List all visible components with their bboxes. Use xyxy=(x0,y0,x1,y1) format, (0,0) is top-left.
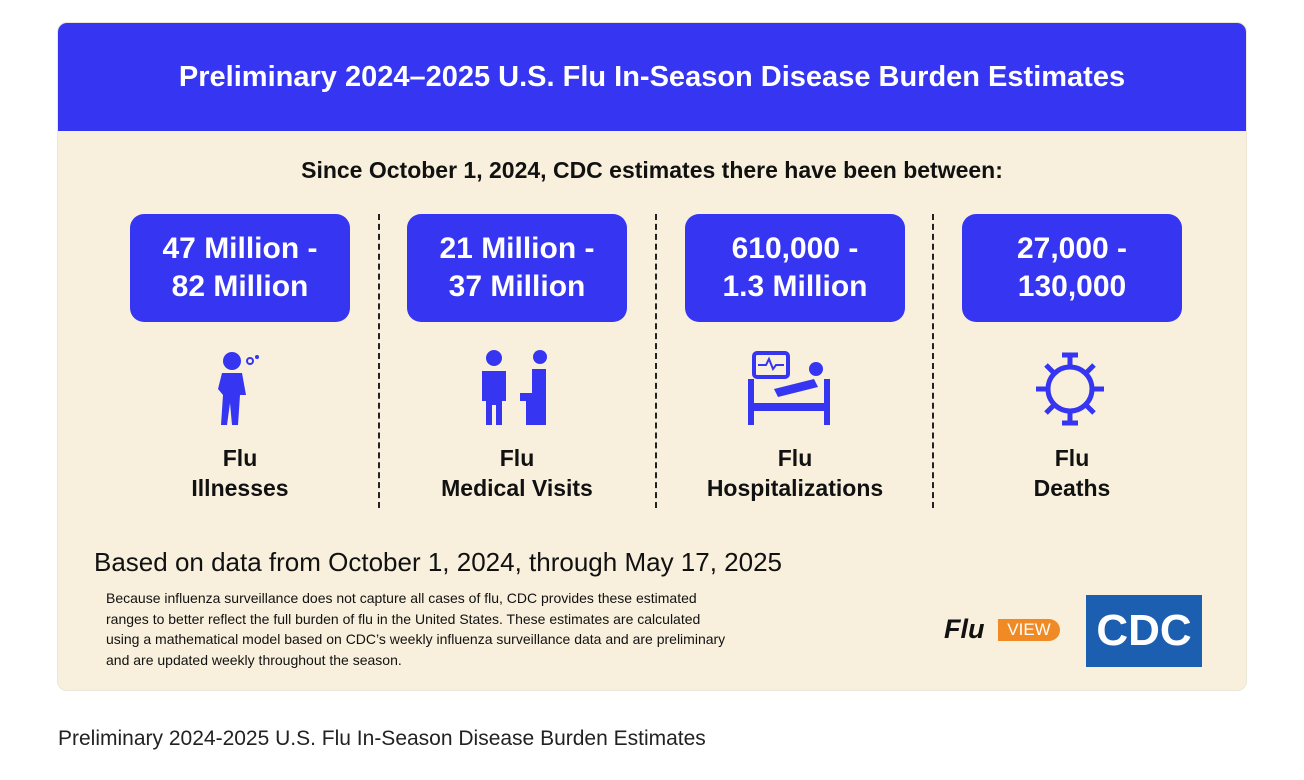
range-box: 27,000 - 130,000 xyxy=(962,214,1182,322)
range-box: 21 Million - 37 Million xyxy=(407,214,627,322)
label-line: Deaths xyxy=(1033,475,1111,501)
hospitalization-icon xyxy=(748,351,830,425)
range-line: 82 Million xyxy=(171,270,309,303)
range-line: 1.3 Million xyxy=(722,270,868,303)
divider xyxy=(932,214,934,508)
virus-icon xyxy=(1036,352,1104,426)
label-line: Hospitalizations xyxy=(706,475,884,501)
note-line: Because influenza surveillance does not … xyxy=(106,590,697,606)
divider xyxy=(655,214,657,508)
label-line: Illnesses xyxy=(191,475,289,501)
infographic: Preliminary 2024–2025 U.S. Flu In-Season… xyxy=(57,22,1247,691)
label-line: Flu xyxy=(777,445,813,471)
data-period: Based on data from October 1, 2024, thro… xyxy=(94,547,782,577)
caption: Preliminary 2024-2025 U.S. Flu In-Season… xyxy=(58,727,706,750)
range-box: 47 Million - 82 Million xyxy=(130,214,350,322)
label-line: Flu xyxy=(499,445,535,471)
range-line: 130,000 xyxy=(1017,270,1127,303)
label-line: Medical Visits xyxy=(441,475,593,501)
header: Preliminary 2024–2025 U.S. Flu In-Season… xyxy=(58,23,1246,131)
label-line: Flu xyxy=(222,445,258,471)
note-line: and are updated weekly throughout the se… xyxy=(106,651,402,668)
metric-label: Flu Medical Visits xyxy=(387,443,647,503)
metric-label: Flu Illnesses xyxy=(110,443,370,503)
range-line: 47 Million - xyxy=(162,232,318,265)
fluview-logo: VIEW xyxy=(998,619,1060,641)
range-box: 610,000 - 1.3 Million xyxy=(685,214,905,322)
illness-icon xyxy=(218,352,259,425)
divider xyxy=(378,214,380,508)
range-line: 37 Million xyxy=(448,270,586,303)
note: Because influenza surveillance does not … xyxy=(106,588,725,670)
intro: Since October 1, 2024, CDC estimates the… xyxy=(301,157,1003,183)
range-line: 610,000 - xyxy=(731,232,859,265)
label-line: Flu xyxy=(1054,445,1090,471)
title: Preliminary 2024–2025 U.S. Flu In-Season… xyxy=(178,60,1126,93)
metric-label: Flu Hospitalizations xyxy=(665,443,925,503)
metric-label: Flu Deaths xyxy=(942,443,1202,503)
note-line: using a mathematical model based on CDC’… xyxy=(106,631,726,647)
range-line: 27,000 - xyxy=(1016,232,1128,265)
note-line: ranges to better reflect the full burden… xyxy=(106,610,701,627)
range-line: 21 Million - xyxy=(439,232,595,265)
medical-visit-icon xyxy=(482,350,547,425)
cdc-logo: CDC xyxy=(1086,595,1202,667)
fluview-logo: Flu xyxy=(944,614,985,644)
